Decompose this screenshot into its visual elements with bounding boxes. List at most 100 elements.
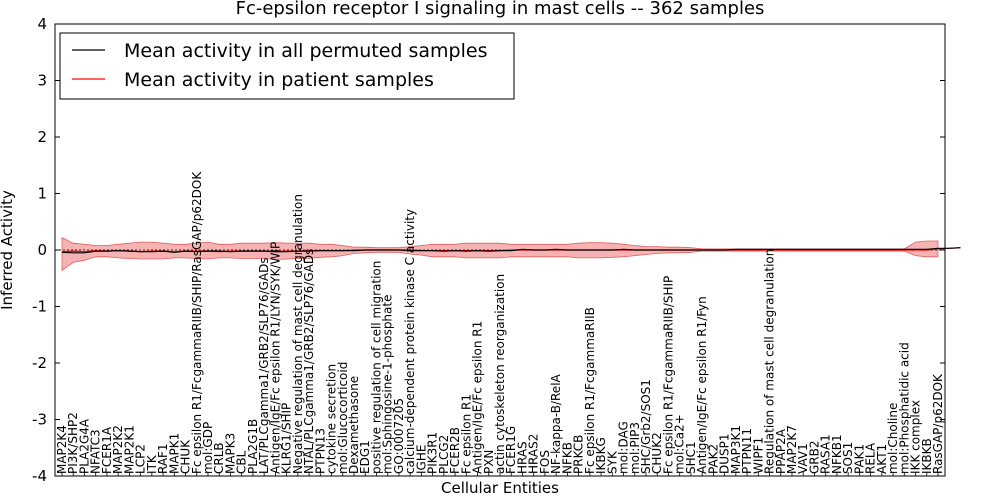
legend-box: [59, 32, 515, 100]
category-label: FCER2B: [448, 427, 462, 474]
category-label: PPAP2A: [774, 428, 788, 474]
category-label: positive regulation of cell migration: [370, 261, 384, 474]
category-label: FCER1A: [100, 426, 114, 474]
category-label: NF-kappa-B/RelA: [549, 373, 563, 474]
legend-label-patient: Mean activity in patient samples: [124, 69, 434, 91]
category-label: MAP2K2: [111, 425, 125, 474]
category-label: PIK3R1: [426, 432, 440, 474]
category-label: cytokine secretion: [325, 364, 339, 474]
category-label: MAP2K4: [55, 425, 69, 474]
category-label: CHUK: [179, 439, 193, 474]
category-label: SHC1: [684, 441, 698, 474]
category-label: NFKB1: [830, 434, 844, 474]
category-label: Negative regulation of mast cell degranu…: [291, 194, 305, 474]
legend-label-permuted: Mean activity in all permuted samples: [124, 40, 487, 62]
category-label: Regulation of mast cell degranulation: [763, 249, 777, 474]
category-label: mol:Phosphatidic acid: [897, 342, 911, 474]
category-label: LAT/PLCgamma1/GRB2/SLP76/GADs: [257, 257, 271, 474]
category-label: IKBKG: [594, 437, 608, 474]
category-label: MAPK1: [167, 433, 181, 474]
category-label: Fc epsilon R1/FcgammaRIIB: [583, 307, 597, 474]
category-label: calcium-dependent protein kinase C activ…: [403, 209, 417, 474]
y-tick-label: -4: [32, 467, 47, 485]
category-labels-layer: MAP2K4PI3K/SHP2PLA2G4ANFATC3FCER1AMAP2K2…: [55, 171, 945, 474]
category-label: HRAS2: [527, 434, 541, 474]
chart-title: Fc-epsilon receptor I signaling in mast …: [236, 0, 765, 19]
patient-confidence-band: [61, 236, 939, 272]
category-label: IKBKB: [920, 438, 934, 474]
category-label: WIPF1: [751, 437, 765, 474]
legend: Mean activity in all permuted samples Me…: [59, 32, 515, 100]
category-label: CRLB: [212, 442, 226, 474]
category-label: CBL: [235, 450, 249, 474]
category-label: CHUK2: [650, 432, 664, 474]
category-label: SOS1: [841, 442, 855, 474]
y-tick-label: 3: [37, 72, 47, 90]
y-tick-label: 4: [37, 15, 47, 33]
category-label: PTPN11: [740, 428, 754, 474]
category-label: VAV1: [796, 443, 810, 474]
category-label: PLA2G1B: [246, 419, 260, 474]
category-label: RAF1: [156, 443, 170, 474]
category-label: EDG1: [358, 440, 372, 474]
category-label: NTAL/PLCgamma1/GRB2/SLP76/GADs: [302, 249, 316, 474]
category-label: GRB2: [808, 441, 822, 475]
y-tick-label: 0: [37, 241, 47, 259]
x-axis-label: Cellular Entities: [441, 479, 559, 497]
category-label: FOS: [538, 450, 552, 474]
category-label: FCER1G: [504, 426, 518, 474]
category-label: PAK2: [706, 444, 720, 474]
category-label: ITK: [145, 454, 159, 474]
category-label: mol:Ca2+: [673, 414, 687, 474]
y-ticks-layer: -4 -3 -2 -1 0 1 2 3 4: [32, 15, 945, 485]
category-label: NFATC3: [89, 429, 103, 474]
category-label: mol:GDP: [201, 422, 215, 474]
y-tick-label: 2: [37, 128, 47, 146]
category-label: MAP2K1: [122, 425, 136, 474]
category-label: MAP3K1: [729, 425, 743, 474]
category-label: Fc epsilon R1/FcgammaRIIB/SHIP: [662, 276, 676, 474]
category-label: PXN: [482, 450, 496, 474]
category-label: AKT1: [875, 444, 889, 474]
category-label: SHC/Grb2/SOS1: [639, 379, 653, 474]
category-label: GO:0007205: [392, 398, 406, 474]
category-label: PRKCB: [572, 435, 586, 474]
category-label: PI3K/SHP2: [66, 412, 80, 474]
category-label: PAK1: [852, 444, 866, 474]
y-tick-label: -3: [32, 411, 47, 429]
category-label: mol:Sphingosine-1-phosphate: [381, 295, 395, 475]
category-label: PTPN13: [313, 428, 327, 474]
x-ticks-layer: [61, 472, 939, 476]
category-label: IKK complex: [909, 400, 923, 474]
category-label: KLRG1/SHIP: [280, 403, 294, 474]
category-label: mol:Choline: [886, 403, 900, 474]
category-label: RasGAP/p62DOK: [931, 373, 945, 474]
category-label: MAPK3: [224, 433, 238, 474]
category-label: Dexamethasone: [347, 376, 361, 474]
series-line-permuted: [61, 247, 961, 254]
category-label: PLCG2: [437, 435, 451, 474]
category-label: actin cytoskeleton reorganization: [493, 274, 507, 474]
category-label: LCP2: [134, 444, 148, 474]
category-label: Fc epsilon R1: [459, 394, 473, 474]
y-tick-label: 1: [37, 185, 47, 203]
category-label: NFKB: [560, 442, 574, 474]
category-label: Fc epsilon R1/FcgammaRIIB/SHIP/RasGAP/p6…: [190, 171, 204, 474]
category-label: mol:DAG: [617, 421, 631, 474]
y-tick-label: -2: [32, 354, 47, 372]
y-tick-label: -1: [32, 298, 47, 316]
y-axis-label: Inferred Activity: [0, 190, 16, 310]
category-label: RASA1: [819, 434, 833, 474]
category-label: DUSP1: [718, 433, 732, 474]
category-label: MAP2K7: [785, 425, 799, 474]
category-label: IGHE: [414, 445, 428, 474]
category-label: SYK: [605, 450, 619, 474]
confidence-band-layer: [61, 236, 939, 272]
category-label: PLA2G4A: [78, 418, 92, 474]
category-label: Antigen/IgE/Fc epsilon R1/LYN/SYK/WIP: [268, 242, 282, 474]
category-label: HRAS: [516, 441, 530, 474]
category-label: mol:Glucocorticoid: [336, 362, 350, 474]
category-label: mol:PIP3: [628, 422, 642, 474]
category-label: Antigen/IgE/Fc epsilon R1/Fyn: [695, 296, 709, 474]
